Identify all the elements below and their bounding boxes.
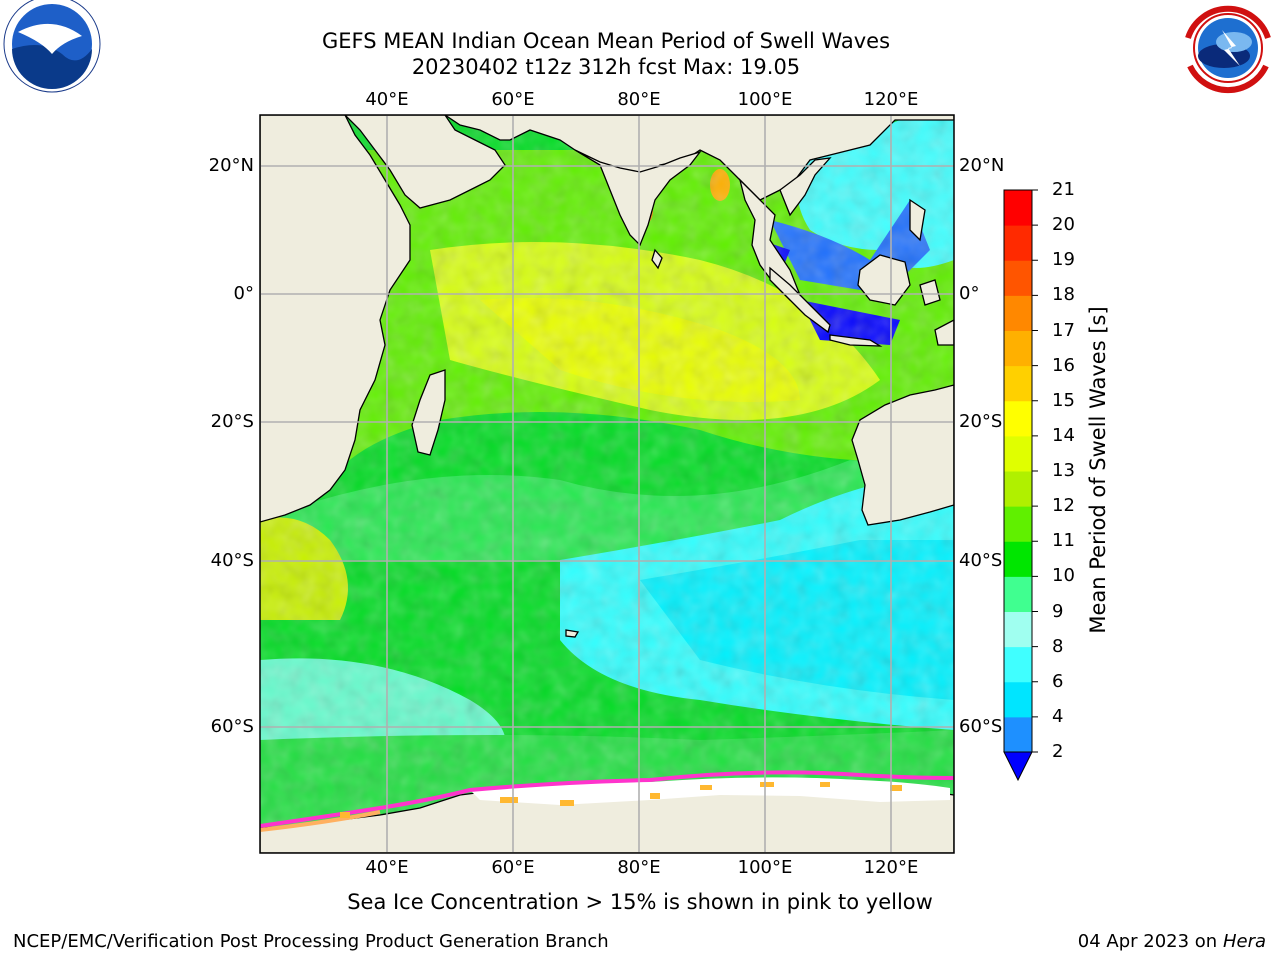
colorbar-segment	[1004, 646, 1032, 683]
lon-label-top-40e: 40°E	[365, 89, 409, 110]
colorbar-tick-label: 10	[1052, 565, 1075, 587]
philippines-land	[909, 198, 926, 242]
colorbar-segment	[1004, 295, 1032, 331]
colorbar-title: Mean Period of Swell Waves [s]	[1086, 306, 1110, 634]
sea-ice-patches	[340, 782, 902, 818]
sea-ice-edge	[260, 770, 954, 828]
footer-host: Hera	[1222, 931, 1266, 952]
india-land	[574, 149, 702, 247]
colorbar-segment	[1004, 225, 1032, 261]
colorbar-tick-label: 13	[1052, 460, 1075, 481]
lon-label-top-100e: 100°E	[737, 89, 793, 110]
graticule	[260, 115, 954, 853]
sri-lanka-land	[651, 248, 663, 270]
colorbar-tick-label: 11	[1052, 530, 1075, 552]
colorbar-segment	[1004, 330, 1032, 367]
lon-label-top-60e: 60°E	[491, 89, 535, 110]
lon-label-bottom-120e: 120°E	[863, 857, 919, 878]
colorbar-segment	[1004, 681, 1032, 718]
madagascar-land	[411, 369, 446, 456]
australia-land	[851, 384, 954, 526]
lat-label-left-40s: 40°S	[210, 550, 254, 571]
colorbar-tick-label: 18	[1052, 284, 1075, 306]
colorbar-segment	[1004, 576, 1032, 612]
colorbar-tick-label: 9	[1052, 600, 1064, 622]
colorbar-segment	[1004, 260, 1032, 296]
colorbar-segment	[1004, 435, 1032, 472]
colorbar-segment	[1004, 716, 1032, 753]
lon-label-top-120e: 120°E	[863, 89, 919, 110]
colorbar-segment	[1004, 471, 1032, 507]
kerguelen-land	[565, 629, 580, 638]
lat-label-left-60s: 60°S	[210, 716, 254, 737]
sulawesi-land	[919, 279, 941, 306]
colorbar-tick-label: 17	[1052, 319, 1075, 341]
colorbar-tick-label: 4	[1052, 705, 1064, 727]
colorbar-segment	[1004, 611, 1032, 648]
lat-label-right-20n: 20°N	[959, 155, 1005, 176]
colorbar-tick-label: 12	[1052, 495, 1075, 517]
timor-land	[934, 319, 954, 346]
lat-label-right-60s: 60°S	[959, 716, 1003, 737]
colorbar-tick-label: 2	[1052, 741, 1064, 762]
sea-ice-note: Sea Ice Concentration > 15% is shown in …	[347, 890, 933, 914]
colorbar-tick-label: 19	[1052, 249, 1075, 271]
colorbar	[1003, 189, 1038, 782]
colorbar-tick-label: 6	[1052, 670, 1064, 692]
colorbar-tick-label: 20	[1052, 214, 1075, 236]
land-masses	[260, 115, 954, 853]
sumatra-land	[769, 266, 831, 334]
lon-label-bottom-40e: 40°E	[365, 857, 409, 878]
map-frame	[259, 114, 955, 854]
colorbar-tick-label: 15	[1052, 389, 1075, 411]
lat-label-right-0: 0°	[959, 283, 980, 304]
nws-logo	[1182, 2, 1274, 94]
colorbar-segment	[1004, 506, 1032, 542]
chart-subtitle: 20230402 t12z 312h fcst Max: 19.05	[411, 55, 801, 79]
colorbar-segment	[1004, 365, 1032, 402]
map-area	[260, 115, 954, 853]
lat-label-left-0: 0°	[233, 283, 254, 304]
lat-label-right-20s: 20°S	[959, 411, 1003, 432]
colorbar-tick-label: 16	[1052, 354, 1075, 376]
lat-label-left-20s: 20°S	[210, 411, 254, 432]
colorbar-segment	[1004, 541, 1032, 577]
lat-label-right-40s: 40°S	[959, 550, 1003, 571]
footer-date-text: 04 Apr 2023 on	[1077, 931, 1223, 952]
colorbar-segment	[1004, 400, 1032, 437]
sea-ice-edge-orange	[260, 810, 381, 832]
colorbar-tick-label: 14	[1052, 424, 1075, 446]
java-land	[829, 334, 883, 347]
colorbar-segment	[1004, 190, 1032, 226]
arabia-land	[344, 115, 506, 209]
lat-label-left-20n: 20°N	[208, 155, 254, 176]
lon-label-bottom-60e: 60°E	[491, 857, 535, 878]
lon-label-bottom-80e: 80°E	[617, 857, 661, 878]
borneo-land	[857, 254, 911, 306]
lon-label-bottom-100e: 100°E	[737, 857, 793, 878]
footer-credit: NCEP/EMC/Verification Post Processing Pr…	[13, 931, 609, 952]
lon-label-top-80e: 80°E	[617, 89, 661, 110]
africa-land	[260, 115, 411, 523]
colorbar-tick-label: 21	[1052, 179, 1075, 200]
colorbar-extend-min	[1003, 751, 1033, 782]
noaa-logo	[3, 0, 101, 93]
chart-title: GEFS MEAN Indian Ocean Mean Period of Sw…	[321, 29, 891, 53]
footer-date: 04 Apr 2023 on Hera	[1078, 931, 1266, 952]
colorbar-tick-label: 8	[1052, 635, 1064, 657]
